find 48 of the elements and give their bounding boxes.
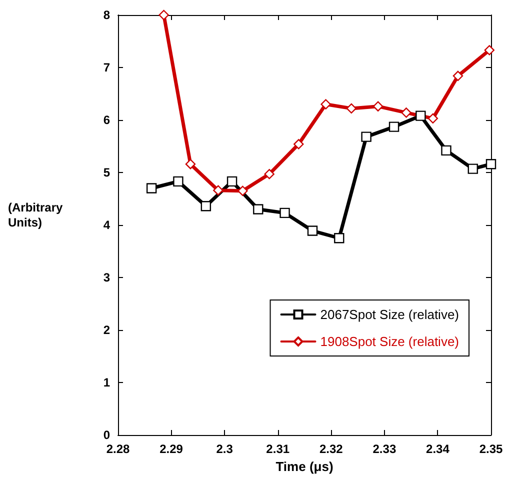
legend-label: 1908Spot Size (relative) [320,334,460,349]
point [173,176,184,187]
y-tick-label: 2 [103,323,110,337]
point [372,101,384,112]
x-tick-label: 2.31 [266,442,290,456]
point [213,185,224,196]
point [468,164,478,174]
point [346,103,356,114]
point [486,159,496,170]
y-tick-label: 7 [103,60,110,74]
point [361,132,372,142]
point [484,45,494,56]
point [416,110,426,121]
point [146,183,157,194]
point [200,201,212,212]
point [441,145,452,156]
point [226,176,238,187]
point [264,168,274,180]
point [280,208,290,218]
x-tick-label: 2.28 [106,442,130,456]
y-tick-label: 3 [103,270,110,284]
x-tick-label: 2.32 [319,442,344,456]
point [253,204,264,214]
y-tick-label: 0 [103,428,110,442]
y-tick-label: 4 [103,218,110,232]
y-axis-title: (Arbitrary Units) [8,200,64,230]
y-tick-label: 5 [103,166,110,180]
x-axis-title: Time (μs) [276,458,334,474]
point [428,113,438,124]
point [452,70,464,81]
point [238,186,248,196]
x-tick-label: 2.34 [426,442,450,456]
point [388,122,400,132]
point [334,233,344,244]
point [158,10,169,20]
x-tick-label: 2.35 [479,442,503,456]
y-tick-label: 6 [103,113,110,127]
point [307,226,318,236]
legend-label: 2067Spot Size (relative) [320,307,460,322]
y-tick-label: 1 [103,376,110,390]
x-tick-label: 2.33 [372,442,396,456]
point [401,108,412,118]
point [320,99,331,110]
point [294,139,304,150]
x-tick-label: 2.29 [160,442,184,456]
x-tick-label: 2.3 [216,442,234,456]
point [185,159,196,170]
y-tick-label: 8 [103,8,110,22]
